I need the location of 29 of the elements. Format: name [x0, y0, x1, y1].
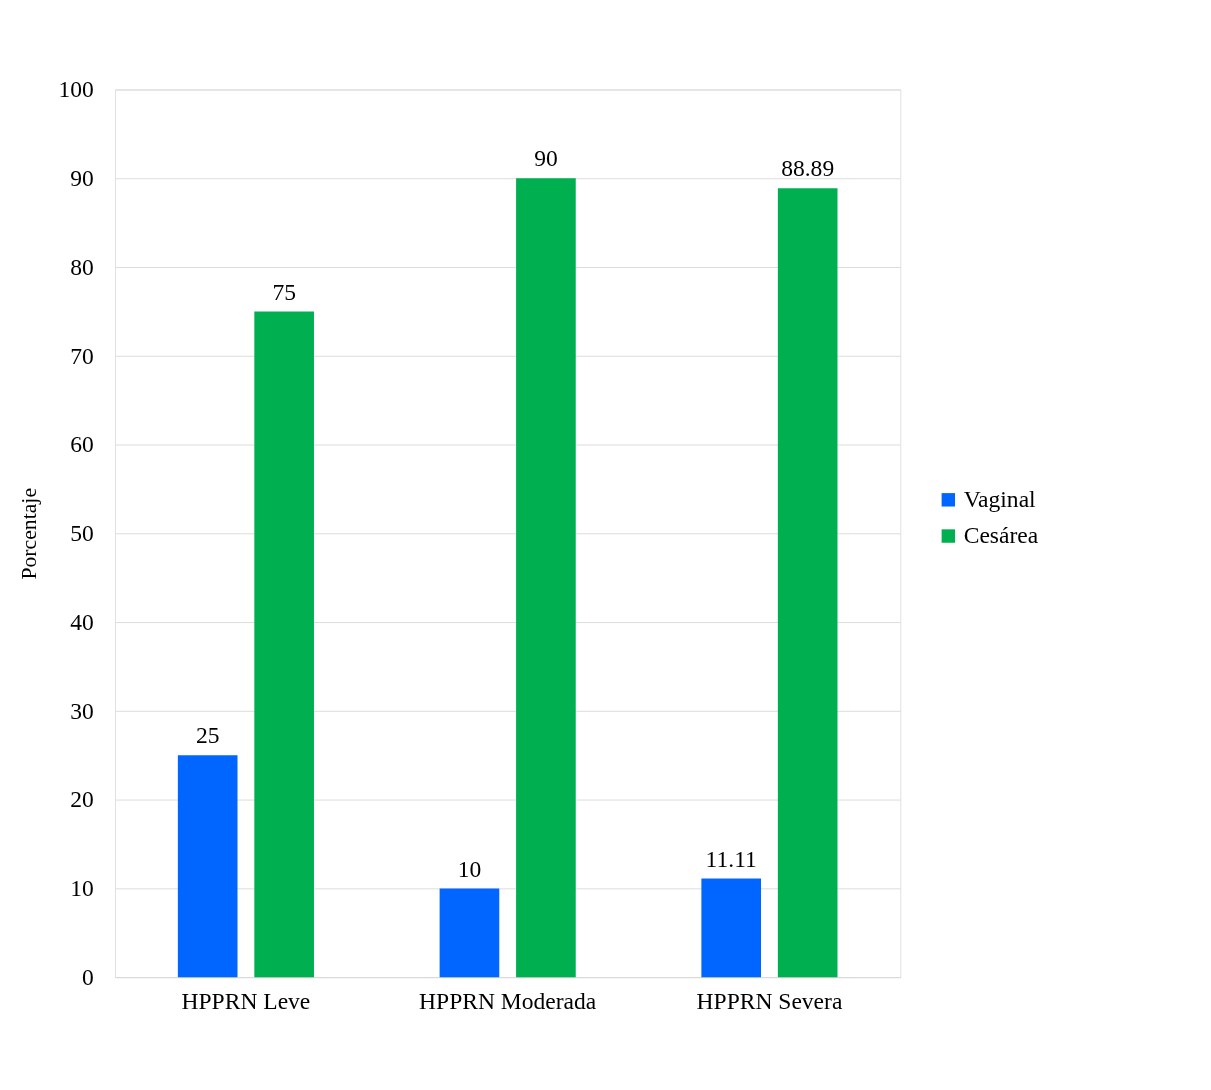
y-tick-label: 0	[81, 963, 94, 990]
y-tick-label: 100	[58, 76, 94, 103]
data-label: 88.89	[781, 155, 835, 182]
bar	[439, 888, 500, 978]
x-tick-label: HPPRN Leve	[181, 988, 311, 1015]
bar	[254, 311, 314, 978]
data-label: 75	[272, 278, 296, 305]
data-label: 10	[457, 855, 482, 882]
y-tick-label: 30	[70, 697, 94, 724]
legend-label: Cesárea	[963, 522, 1039, 549]
y-tick-label: 70	[70, 342, 94, 369]
y-tick-label: 40	[70, 608, 94, 635]
data-label: 11.11	[705, 845, 757, 872]
y-tick-label: 90	[70, 164, 94, 191]
data-label: 25	[195, 722, 220, 749]
y-tick-label: 60	[70, 431, 94, 458]
bar	[701, 878, 762, 978]
bar	[777, 188, 838, 978]
y-tick-label: 50	[70, 520, 94, 547]
bar	[516, 178, 576, 978]
legend-label: Vaginal	[963, 486, 1037, 513]
x-tick-label: HPPRN Severa	[696, 988, 843, 1015]
data-label: 90	[534, 145, 558, 172]
bar	[177, 755, 238, 978]
y-axis-title: Porcentaje	[16, 487, 41, 580]
y-tick-label: 10	[70, 875, 94, 902]
x-tick-label: HPPRN Moderada	[419, 988, 597, 1015]
y-tick-label: 20	[70, 786, 94, 813]
y-tick-label: 80	[70, 253, 94, 280]
